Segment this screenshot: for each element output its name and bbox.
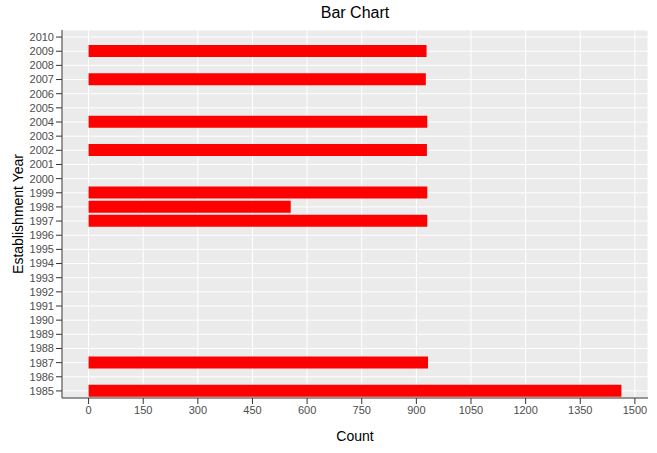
svg-text:1995: 1995 (30, 243, 54, 255)
svg-text:2007: 2007 (30, 73, 54, 85)
svg-text:1991: 1991 (30, 300, 54, 312)
svg-text:1994: 1994 (30, 257, 54, 269)
svg-text:0: 0 (86, 404, 92, 416)
svg-text:2004: 2004 (30, 116, 54, 128)
svg-text:1992: 1992 (30, 286, 54, 298)
svg-text:300: 300 (189, 404, 207, 416)
svg-text:900: 900 (407, 404, 425, 416)
svg-text:1350: 1350 (568, 404, 592, 416)
svg-text:2005: 2005 (30, 102, 54, 114)
svg-text:1999: 1999 (30, 187, 54, 199)
svg-text:2003: 2003 (30, 130, 54, 142)
html-text:Bar Chart: Bar Chart (320, 4, 390, 21)
svg-text:1500: 1500 (623, 404, 647, 416)
html-text:Establishment Year: Establishment Year (10, 154, 26, 274)
svg-text:450: 450 (243, 404, 261, 416)
svg-text:2001: 2001 (30, 158, 54, 170)
svg-text:1985: 1985 (30, 385, 54, 397)
svg-text:1050: 1050 (459, 404, 483, 416)
svg-text:1998: 1998 (30, 201, 54, 213)
svg-text:600: 600 (298, 404, 316, 416)
svg-text:1997: 1997 (30, 215, 54, 227)
svg-text:750: 750 (353, 404, 371, 416)
svg-text:2002: 2002 (30, 144, 54, 156)
svg-text:1986: 1986 (30, 371, 54, 383)
svg-text:1200: 1200 (513, 404, 537, 416)
svg-text:1988: 1988 (30, 342, 54, 354)
svg-text:2006: 2006 (30, 88, 54, 100)
svg-text:1996: 1996 (30, 229, 54, 241)
svg-text:1990: 1990 (30, 314, 54, 326)
svg-text:1993: 1993 (30, 272, 54, 284)
html-text:Count: Count (336, 428, 374, 444)
svg-text:2008: 2008 (30, 59, 54, 71)
svg-text:2009: 2009 (30, 45, 54, 57)
svg-text:150: 150 (134, 404, 152, 416)
svg-text:1989: 1989 (30, 328, 54, 340)
svg-text:2000: 2000 (30, 173, 54, 185)
svg-text:1987: 1987 (30, 357, 54, 369)
svg-text:2010: 2010 (30, 31, 54, 43)
